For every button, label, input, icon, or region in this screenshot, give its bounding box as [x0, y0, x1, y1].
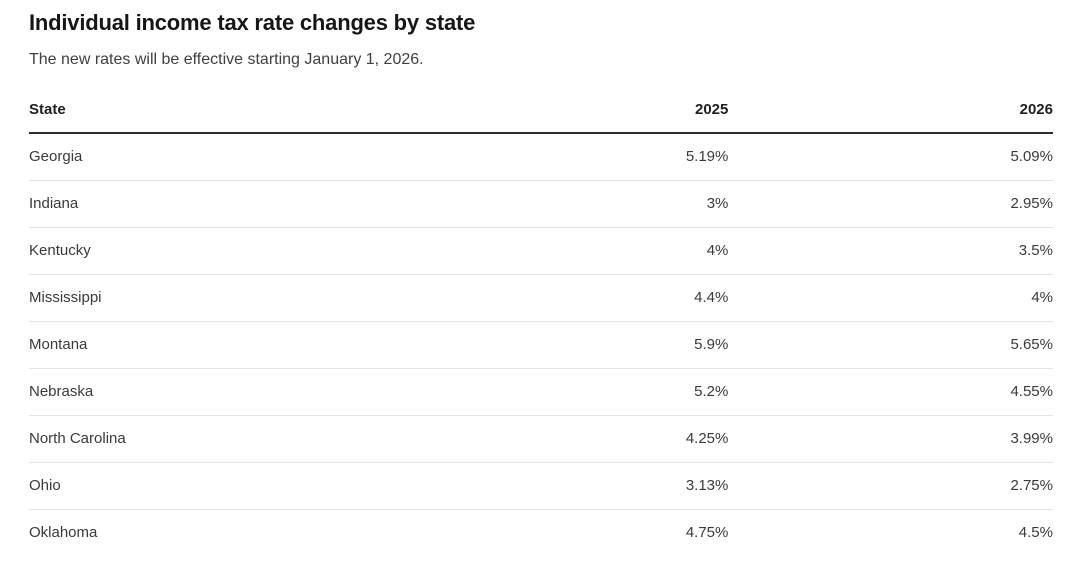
- rate-2025-cell: 4.75%: [685, 524, 729, 542]
- state-cell: Indiana: [29, 180, 460, 229]
- table-row: Indiana 3% 2.95%: [29, 180, 1053, 229]
- rate-2025-cell: 5.19%: [459, 133, 729, 182]
- column-header-2025: 2025: [459, 101, 729, 135]
- rate-2025-cell: 3%: [459, 180, 729, 229]
- table-row: Mississippi 4.4% 4%: [29, 274, 1053, 323]
- page-title: Individual income tax rate changes by st…: [29, 10, 476, 35]
- state-cell: Georgia: [29, 133, 460, 182]
- table-row: Nebraska 5.2% 4.55%: [29, 368, 1053, 417]
- table-row: Kentucky 4% 3.5%: [29, 227, 1053, 276]
- rate-2026-cell: 5.09%: [728, 133, 1053, 182]
- column-header-2026: 2026: [728, 101, 1053, 135]
- rate-2025-cell: 5.2%: [459, 368, 729, 417]
- rate-2026-cell: 4.55%: [728, 368, 1053, 417]
- state-cell: Ohio: [29, 462, 460, 511]
- table-row: North Carolina 4.25% 3.99%: [29, 415, 1053, 464]
- rate-2025-cell: 4.4%: [459, 274, 729, 323]
- state-cell: Nebraska: [29, 368, 460, 417]
- table-row: Georgia 5.19% 5.09%: [29, 133, 1053, 182]
- rate-2025-cell: 5.9%: [459, 321, 729, 370]
- rate-2026-cell: 4.5%: [1018, 524, 1053, 542]
- rate-2026-cell: 4%: [728, 274, 1053, 323]
- state-cell: North Carolina: [29, 415, 460, 464]
- rate-2026-cell: 2.75%: [728, 462, 1053, 511]
- rate-2026-cell: 2.95%: [728, 180, 1053, 229]
- state-cell: Montana: [29, 321, 460, 370]
- table-body: Georgia 5.19% 5.09% Indiana 3% 2.95% Kentucky 4…: [29, 133, 1053, 556]
- rate-2025-cell: 4.25%: [459, 415, 729, 464]
- state-cell: Kentucky: [29, 227, 460, 276]
- state-cell: Mississippi: [29, 274, 460, 323]
- table-row: Ohio 3.13% 2.75%: [29, 462, 1053, 511]
- rate-2025-cell: 3.13%: [459, 462, 729, 511]
- tax-rate-table: State 2025 2026 Georgia 5.19% 5.09% Indiana…: [29, 101, 1053, 556]
- table-row: Oklahoma 4.75% 4.5%: [29, 510, 1053, 557]
- table-row: Montana 5.9% 5.65%: [29, 321, 1053, 370]
- rate-2026-cell: 3.99%: [728, 415, 1053, 464]
- table-header-row: State 2025 2026: [29, 101, 1053, 135]
- page-subtitle: The new rates will be effective starting…: [29, 51, 424, 69]
- state-cell: Oklahoma: [29, 524, 98, 542]
- column-header-state: State: [29, 101, 460, 135]
- rate-2026-cell: 5.65%: [728, 321, 1053, 370]
- tax-table-card: Individual income tax rate changes by st…: [29, 10, 1053, 556]
- rate-2026-cell: 3.5%: [728, 227, 1053, 276]
- rate-2025-cell: 4%: [459, 227, 729, 276]
